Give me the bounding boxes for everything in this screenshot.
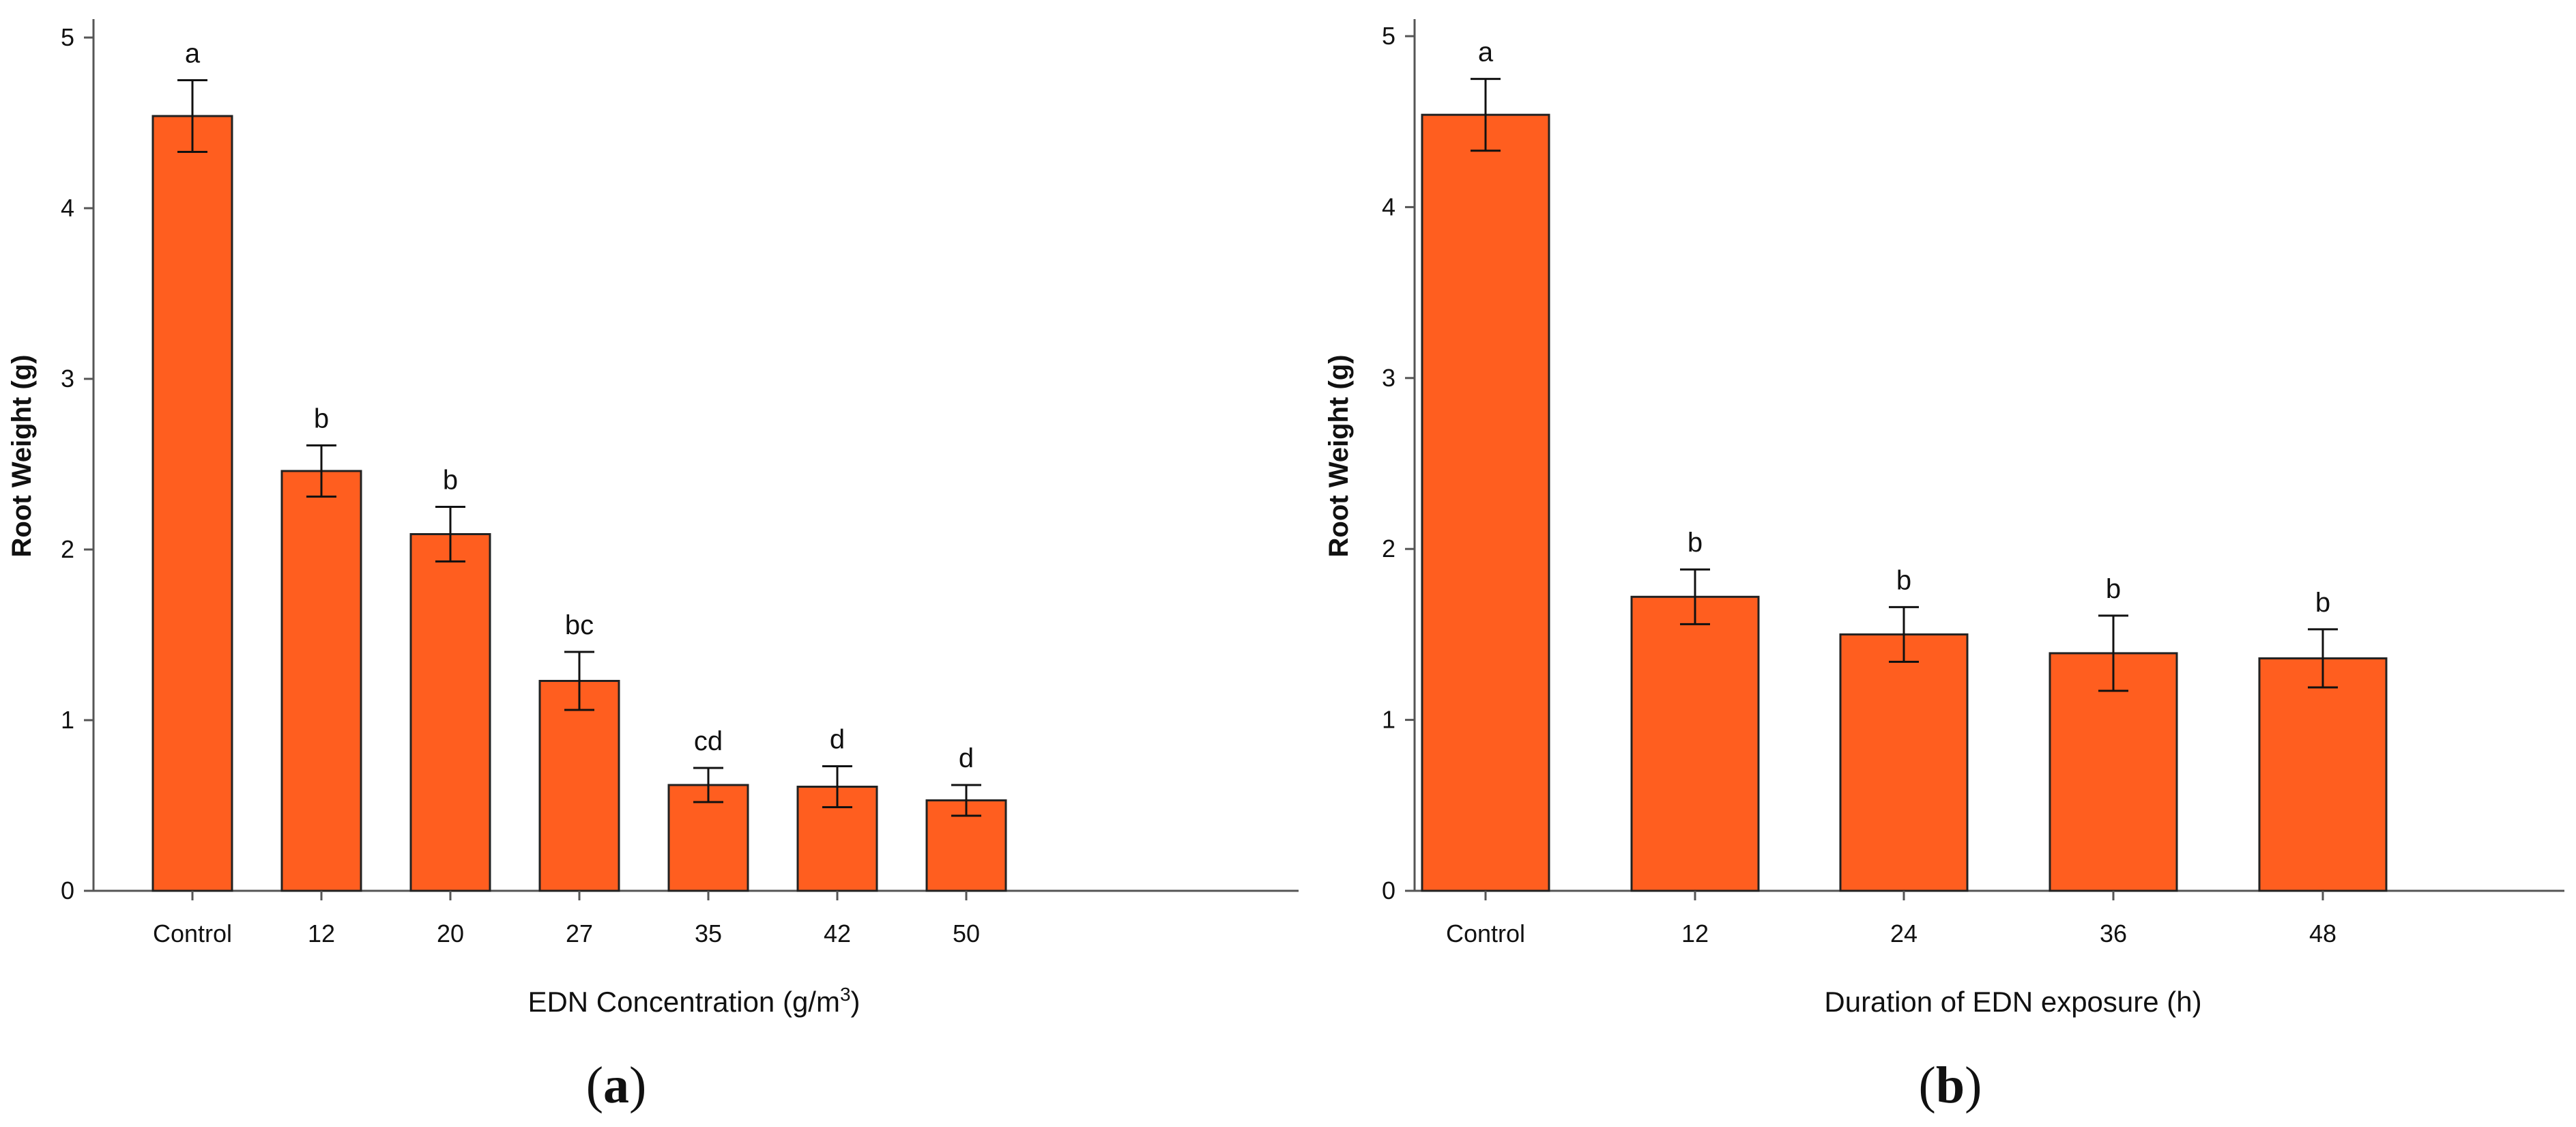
bar-24 bbox=[1839, 633, 1969, 892]
bar-12 bbox=[280, 470, 362, 892]
y-tick-label: 3 bbox=[1382, 364, 1395, 392]
significance-label: d bbox=[959, 743, 974, 773]
significance-label: b bbox=[2106, 574, 2121, 604]
x-tick-label: 50 bbox=[953, 919, 980, 947]
significance-label: a bbox=[185, 39, 201, 69]
significance-label: b bbox=[1896, 565, 1911, 595]
x-axis-label: EDN Concentration (g/m3) bbox=[527, 984, 860, 1018]
panel-label-a-open: ( bbox=[586, 1057, 603, 1114]
y-tick-label: 5 bbox=[1382, 22, 1395, 50]
panel-label-b-letter: b bbox=[1936, 1057, 1965, 1114]
x-tick-label: 42 bbox=[824, 919, 851, 947]
x-tick-label: 48 bbox=[2309, 919, 2336, 947]
y-tick-label: 0 bbox=[1382, 876, 1395, 904]
y-tick-label: 1 bbox=[1382, 706, 1395, 734]
x-tick-label: 20 bbox=[437, 919, 464, 947]
x-tick-label: Control bbox=[1446, 919, 1525, 947]
x-axis-label-superscript: 3 bbox=[840, 984, 851, 1005]
x-tick-label: 27 bbox=[566, 919, 593, 947]
x-axis-label-main: EDN Concentration (g/m bbox=[527, 986, 840, 1018]
x-tick-label: 36 bbox=[2100, 919, 2127, 947]
y-tick-label: 2 bbox=[1382, 534, 1395, 562]
panel-label-a-close: ) bbox=[629, 1057, 646, 1114]
y-tick-label: 4 bbox=[61, 194, 74, 222]
bar-group: a b b bc cd d d bbox=[151, 39, 1007, 892]
panel-label-b: (b) bbox=[1919, 1057, 1982, 1114]
x-tick-group: Control 12 20 27 35 42 50 bbox=[153, 891, 980, 947]
x-axis-label-close: ) bbox=[851, 986, 860, 1018]
significance-label: a bbox=[1478, 38, 1494, 68]
y-tick-label: 4 bbox=[1382, 192, 1395, 220]
significance-label: bc bbox=[565, 610, 594, 640]
bar-20 bbox=[409, 533, 491, 892]
panel-label-a: (a) bbox=[586, 1057, 647, 1114]
panel-label-b-close: ) bbox=[1965, 1057, 1982, 1114]
y-tick-label: 0 bbox=[61, 876, 74, 904]
significance-label: cd bbox=[694, 726, 723, 756]
y-axis-label: Root Weight (g) bbox=[7, 355, 37, 558]
significance-label: b bbox=[314, 404, 329, 434]
x-tick-label: Control bbox=[153, 919, 232, 947]
bar-27 bbox=[538, 680, 620, 892]
x-tick-label: 12 bbox=[1681, 919, 1709, 947]
bar-group: a b b b b bbox=[1421, 38, 2388, 892]
x-tick-label: 24 bbox=[1890, 919, 1917, 947]
y-tick-group: 0 1 2 3 4 5 bbox=[1382, 22, 1415, 904]
significance-label: b bbox=[443, 466, 458, 496]
y-tick-label: 1 bbox=[61, 706, 74, 734]
y-tick-group: 0 1 2 3 4 5 bbox=[61, 23, 93, 904]
panel-label-b-open: ( bbox=[1919, 1057, 1936, 1114]
x-tick-label: 35 bbox=[695, 919, 722, 947]
bar-control bbox=[151, 115, 233, 892]
panel-label-a-letter: a bbox=[603, 1057, 629, 1114]
y-axis-label: Root Weight (g) bbox=[1324, 355, 1354, 558]
x-axis-label: Duration of EDN exposure (h) bbox=[1824, 986, 2201, 1018]
y-tick-label: 2 bbox=[61, 535, 74, 563]
y-tick-label: 3 bbox=[61, 365, 74, 393]
x-tick-group: Control 12 24 36 48 bbox=[1446, 891, 2336, 947]
bar-12 bbox=[1630, 595, 1760, 892]
bar-control bbox=[1421, 113, 1550, 892]
x-tick-label: 12 bbox=[308, 919, 335, 947]
bar-48 bbox=[2258, 657, 2388, 892]
significance-label: b bbox=[2315, 588, 2330, 618]
y-tick-label: 5 bbox=[61, 23, 74, 51]
significance-label: b bbox=[1688, 528, 1703, 558]
significance-label: d bbox=[830, 725, 845, 755]
